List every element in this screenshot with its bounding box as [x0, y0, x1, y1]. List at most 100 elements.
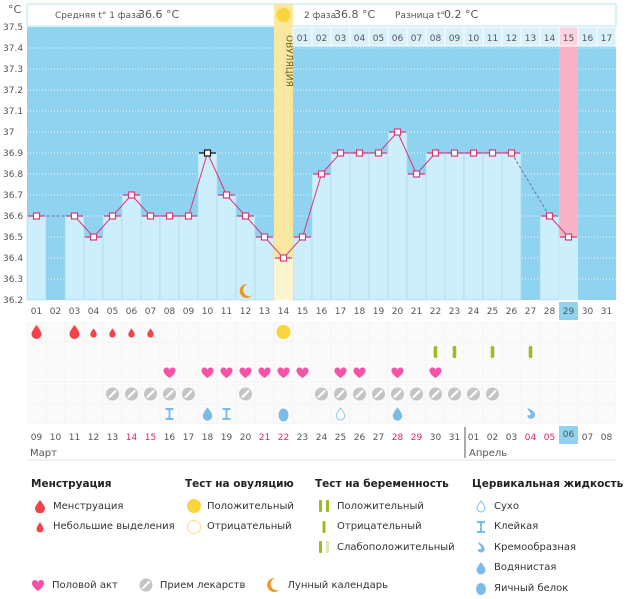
icon-grid-cell[interactable] — [502, 404, 521, 424]
icon-grid-cell[interactable] — [274, 342, 293, 362]
icon-grid-cell[interactable] — [293, 384, 312, 404]
calendar-date-label[interactable]: 19 — [221, 433, 233, 443]
icon-grid-cell[interactable] — [84, 342, 103, 362]
temperature-point[interactable] — [355, 149, 364, 157]
cycle-day-label[interactable]: 14 — [278, 307, 290, 317]
icon-grid-cell[interactable] — [179, 322, 198, 342]
temperature-point[interactable] — [469, 149, 478, 157]
calendar-date-label[interactable]: 31 — [449, 433, 460, 443]
icon-grid-cell[interactable] — [445, 322, 464, 342]
icon-grid-cell[interactable] — [426, 404, 445, 424]
icon-grid-cell[interactable] — [388, 322, 407, 342]
icon-grid-cell[interactable] — [502, 384, 521, 404]
icon-grid-cell[interactable] — [236, 404, 255, 424]
cycle-day-label[interactable]: 25 — [487, 307, 498, 317]
icon-grid-cell[interactable] — [521, 322, 540, 342]
calendar-date-label[interactable]: 10 — [50, 433, 62, 443]
temperature-point[interactable] — [507, 149, 516, 157]
icon-grid-cell[interactable] — [407, 322, 426, 342]
cycle-day-label[interactable]: 20 — [392, 307, 404, 317]
icon-grid-cell[interactable] — [27, 384, 46, 404]
icon-grid-cell[interactable] — [160, 342, 179, 362]
calendar-date-label[interactable]: 17 — [183, 433, 194, 443]
icon-grid-cell[interactable] — [369, 322, 388, 342]
temperature-point[interactable] — [70, 212, 79, 220]
icon-grid-cell[interactable] — [65, 384, 84, 404]
temperature-point[interactable] — [564, 233, 573, 241]
icon-grid-cell[interactable] — [331, 322, 350, 342]
icon-grid-cell[interactable] — [274, 384, 293, 404]
icon-grid-cell[interactable] — [350, 404, 369, 424]
icon-grid-cell[interactable] — [578, 404, 597, 424]
icon-grid-cell[interactable] — [426, 322, 445, 342]
icon-grid-cell[interactable] — [179, 363, 198, 383]
temperature-point[interactable] — [146, 212, 155, 220]
icon-grid-cell[interactable] — [540, 363, 559, 383]
icon-grid-cell[interactable] — [521, 384, 540, 404]
icon-grid-cell[interactable] — [502, 322, 521, 342]
cycle-day-label[interactable]: 09 — [183, 307, 195, 317]
icon-grid-cell[interactable] — [540, 384, 559, 404]
icon-grid-cell[interactable] — [122, 342, 141, 362]
icon-grid-cell[interactable] — [122, 404, 141, 424]
cycle-day-label[interactable]: 11 — [221, 307, 232, 317]
icon-grid-cell[interactable] — [103, 404, 122, 424]
icon-grid-cell[interactable] — [103, 363, 122, 383]
calendar-date-label[interactable]: 14 — [126, 433, 138, 443]
icon-grid-cell[interactable] — [312, 404, 331, 424]
calendar-date-label[interactable]: 02 — [487, 433, 498, 443]
icon-grid-cell[interactable] — [84, 384, 103, 404]
icon-grid-cell[interactable] — [578, 384, 597, 404]
calendar-date-label[interactable]: 28 — [392, 433, 404, 443]
cycle-day-label[interactable]: 15 — [297, 307, 308, 317]
icon-grid-cell[interactable] — [65, 342, 84, 362]
icon-grid-cell[interactable] — [179, 342, 198, 362]
icon-grid-cell[interactable] — [255, 384, 274, 404]
icon-grid-cell[interactable] — [407, 342, 426, 362]
calendar-date-label[interactable]: 29 — [411, 433, 423, 443]
calendar-date-label[interactable]: 06 — [563, 430, 575, 440]
temperature-point[interactable] — [298, 233, 307, 241]
icon-grid-cell[interactable] — [369, 404, 388, 424]
temperature-point[interactable] — [450, 149, 459, 157]
icon-grid-cell[interactable] — [559, 404, 578, 424]
icon-grid-cell[interactable] — [559, 322, 578, 342]
icon-grid-cell[interactable] — [46, 384, 65, 404]
temperature-point[interactable] — [127, 191, 136, 199]
calendar-date-label[interactable]: 01 — [468, 433, 479, 443]
cycle-day-label[interactable]: 07 — [145, 307, 156, 317]
icon-grid-cell[interactable] — [388, 342, 407, 362]
cycle-day-label[interactable]: 28 — [544, 307, 556, 317]
icon-grid-cell[interactable] — [198, 322, 217, 342]
icon-grid-cell[interactable] — [502, 342, 521, 362]
temperature-point[interactable] — [165, 212, 174, 220]
calendar-date-label[interactable]: 30 — [430, 433, 442, 443]
cycle-day-label[interactable]: 19 — [373, 307, 385, 317]
icon-grid-cell[interactable] — [236, 322, 255, 342]
icon-grid-cell[interactable] — [331, 342, 350, 362]
icon-grid-cell[interactable] — [312, 363, 331, 383]
calendar-date-label[interactable]: 03 — [506, 433, 517, 443]
icon-grid-cell[interactable] — [27, 404, 46, 424]
icon-grid-cell[interactable] — [198, 384, 217, 404]
icon-grid-cell[interactable] — [597, 363, 616, 383]
calendar-date-label[interactable]: 12 — [88, 433, 99, 443]
icon-grid-cell[interactable] — [578, 322, 597, 342]
icon-grid-cell[interactable] — [483, 322, 502, 342]
icon-grid-cell[interactable] — [27, 342, 46, 362]
icon-grid-cell[interactable] — [65, 404, 84, 424]
temperature-point[interactable] — [89, 233, 98, 241]
temperature-point[interactable] — [412, 170, 421, 178]
icon-grid-cell[interactable] — [521, 363, 540, 383]
temperature-point[interactable] — [545, 212, 554, 220]
icon-grid-cell[interactable] — [217, 342, 236, 362]
icon-grid-cell[interactable] — [540, 342, 559, 362]
icon-grid-cell[interactable] — [540, 322, 559, 342]
temperature-point[interactable] — [108, 212, 117, 220]
icon-grid-cell[interactable] — [369, 342, 388, 362]
temperature-point[interactable] — [317, 170, 326, 178]
icon-grid-cell[interactable] — [65, 363, 84, 383]
icon-grid-cell[interactable] — [559, 363, 578, 383]
cycle-day-label[interactable]: 12 — [240, 307, 251, 317]
cycle-day-label[interactable]: 06 — [126, 307, 138, 317]
